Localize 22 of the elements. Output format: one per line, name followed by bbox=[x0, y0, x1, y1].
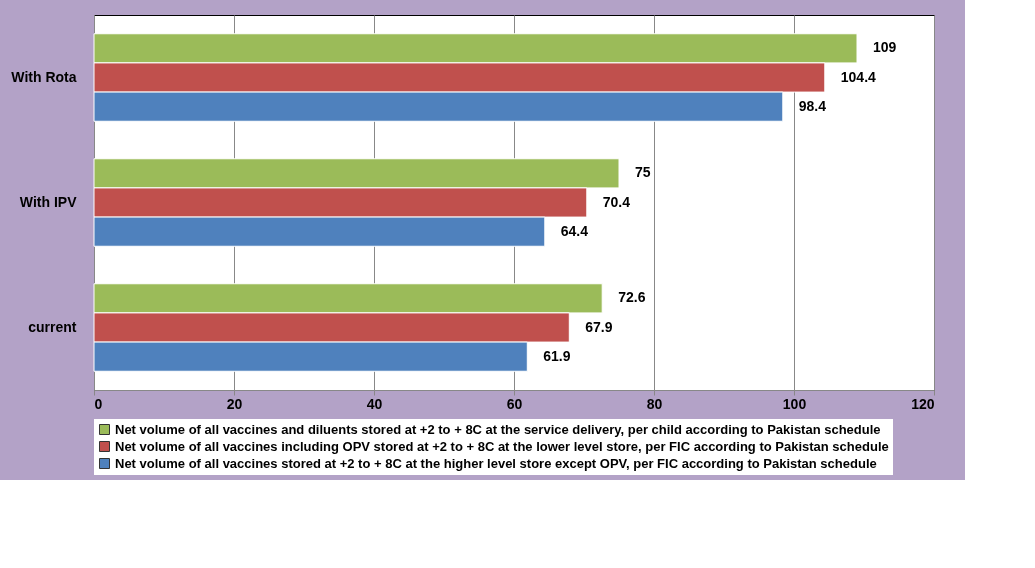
data-label: 109 bbox=[873, 39, 897, 56]
x-tick-label: 60 bbox=[506, 395, 523, 412]
x-tick-label: 120 bbox=[911, 395, 935, 412]
x-tick-label: 80 bbox=[646, 395, 663, 412]
x-tick-label: 20 bbox=[226, 395, 243, 412]
y-tick-label: With IPV bbox=[19, 193, 78, 210]
data-label: 70.4 bbox=[602, 193, 631, 210]
data-label: 67.9 bbox=[585, 318, 613, 335]
x-tick-label: 40 bbox=[366, 395, 383, 412]
data-label: 98.4 bbox=[798, 97, 827, 114]
data-label: 75 bbox=[635, 164, 651, 181]
legend-label: Net volume of all vaccines including OPV stored at +2 to + 8C at the lower level store, per FIC according to Pakistan schedule bbox=[115, 438, 889, 454]
legend-label: Net volume of all vaccines stored at +2 to + 8C at the higher level store except OPV, per FIC according to Pakistan schedule bbox=[115, 455, 877, 471]
y-tick-label: With Rota bbox=[11, 68, 77, 85]
y-tick-label: current bbox=[28, 318, 77, 335]
data-label: 64.4 bbox=[560, 222, 589, 239]
data-label: 104.4 bbox=[840, 68, 877, 85]
legend-label: Net volume of all vaccines and diluents stored at +2 to + 8C at the service delivery, per child according to Pakistan schedule bbox=[115, 421, 881, 437]
data-label: 61.9 bbox=[543, 347, 571, 364]
x-tick-label: 0 bbox=[94, 395, 103, 412]
x-tick-label: 100 bbox=[782, 395, 807, 412]
data-label: 72.6 bbox=[618, 289, 646, 306]
